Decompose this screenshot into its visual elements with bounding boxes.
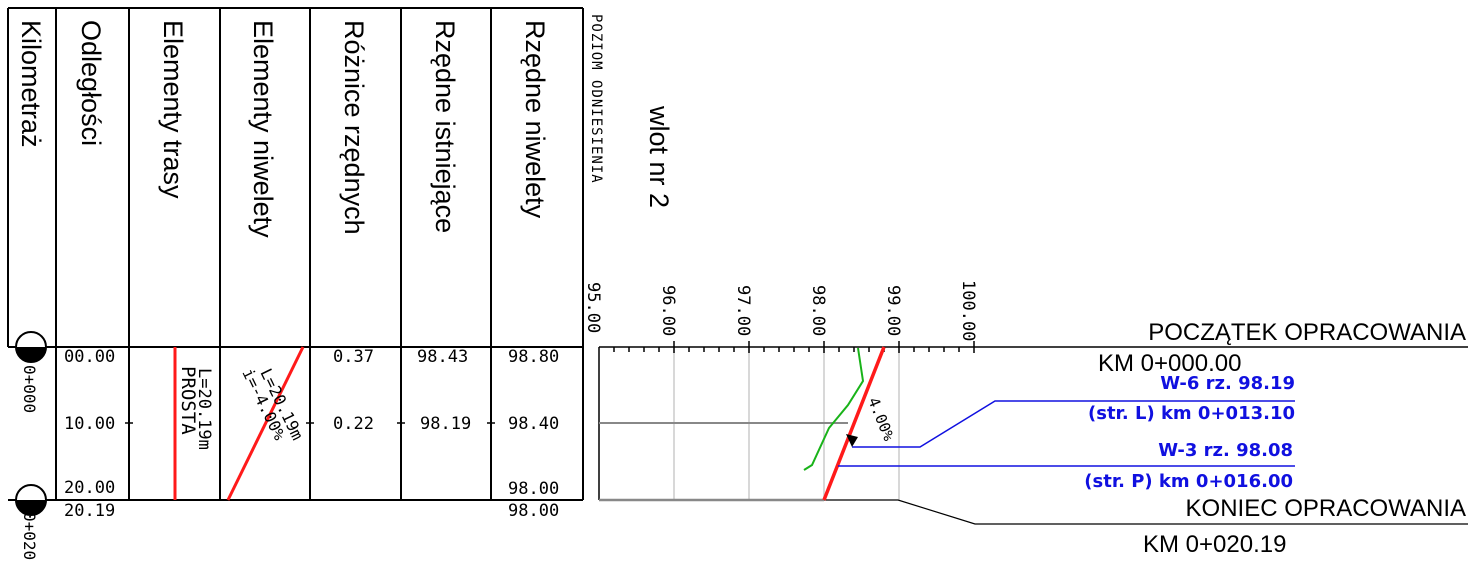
scale-tick-96: 96.00: [658, 285, 678, 336]
datum-label: POZIOM ODNIESIENIA: [588, 14, 604, 184]
w6-arrow-icon: [846, 434, 858, 447]
existing-0: 98.43: [417, 347, 468, 367]
column-header-rzedne-istniejace: Rzędne istniejące: [430, 20, 460, 233]
column-header-elementy-trasy: Elementy trasy: [158, 20, 188, 199]
route-element-length: L=20.19m: [194, 368, 214, 450]
distance-20: 20.00: [64, 478, 115, 498]
design-20: 98.00: [508, 479, 559, 499]
scale-tick-98: 98.00: [808, 285, 828, 336]
w6-annotation-line1: W-6 rz. 98.19: [1160, 373, 1295, 394]
end-annotation-km: KM 0+020.19: [1143, 531, 1286, 558]
column-header-odleglosci: Odległości: [76, 20, 106, 146]
km-marker-end: [15, 484, 47, 516]
w6-leader-line: [852, 400, 1295, 448]
profile-title: wlot nr 2: [644, 105, 674, 208]
column-header-roznice-rzednych: Różnice rzędnych: [339, 20, 369, 235]
km-label-end: 0+020: [20, 512, 39, 560]
design-0: 98.80: [508, 347, 559, 367]
km-marker-start: [15, 331, 47, 363]
end-annotation-title: KONIEC OPRACOWANIA: [1186, 495, 1466, 522]
design-end: 98.00: [508, 501, 559, 521]
difference-10: 0.22: [333, 414, 374, 434]
distance-0: 00.00: [64, 347, 115, 367]
distance-10: 10.00: [64, 414, 115, 434]
start-annotation-title: POCZĄTEK OPRACOWANIA: [1148, 319, 1466, 346]
terrain-line: [803, 347, 865, 471]
w6-annotation-line2: (str. L) km 0+013.10: [1088, 403, 1295, 424]
scale-axis: [598, 341, 1468, 500]
design-profile-line: [822, 346, 886, 501]
grade-element-line: [226, 346, 305, 501]
difference-0: 0.37: [333, 347, 374, 367]
km-label-start: 0+000: [20, 365, 39, 413]
w3-annotation-line2: (str. P) km 0+016.00: [1084, 471, 1293, 492]
column-header-kilometraz: Kilometraż: [16, 20, 46, 148]
w3-annotation-line1: W-3 rz. 98.08: [1158, 440, 1293, 461]
scale-tick-99: 99.00: [883, 285, 903, 336]
existing-10: 98.19: [420, 414, 471, 434]
grade-label: 4.00%: [864, 395, 898, 444]
design-10: 98.40: [508, 414, 559, 434]
scale-tick-100: 100.00: [958, 280, 978, 341]
end-leader-line: [824, 499, 1468, 525]
distance-end: 20.19: [64, 501, 115, 521]
datum-value: 95.00: [583, 282, 603, 333]
column-header-elementy-niwelety: Elementy niwelety: [248, 20, 278, 238]
start-annotation-km: KM 0+000.00: [1098, 350, 1241, 377]
scale-tick-97: 97.00: [733, 285, 753, 336]
header-table: [7, 7, 584, 501]
route-element-type: PROSTA: [177, 366, 199, 435]
column-header-rzedne-niwelety: Rzędne niwelety: [520, 20, 550, 219]
